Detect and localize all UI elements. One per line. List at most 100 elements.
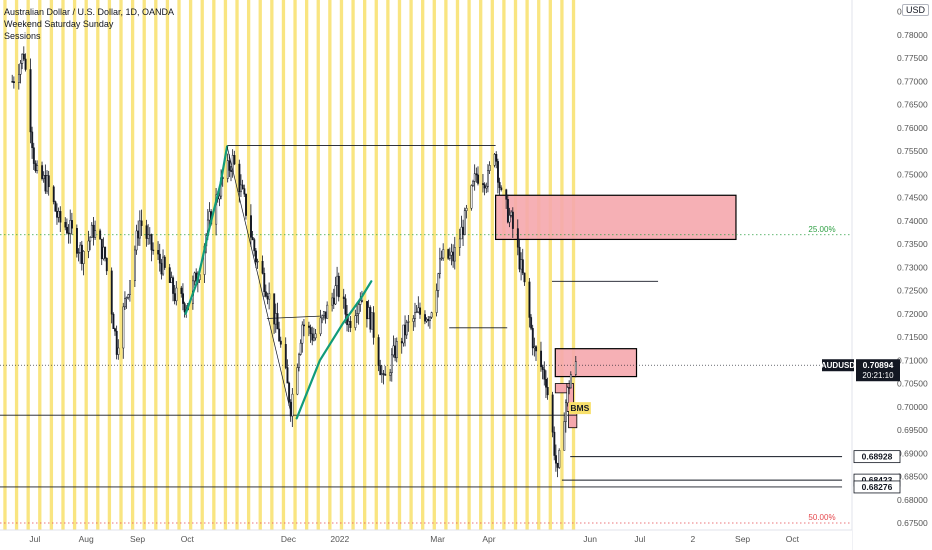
- candle-body: [24, 58, 27, 70]
- price-tick: 0.72000: [897, 309, 928, 319]
- price-tick: 0.68500: [897, 472, 928, 482]
- candle-body: [117, 347, 120, 355]
- pen-stroke: [295, 280, 373, 420]
- candle-body: [511, 211, 514, 229]
- candle-body: [193, 272, 196, 282]
- candle-body: [71, 220, 73, 229]
- candle-body: [256, 260, 259, 263]
- candle-body: [129, 280, 131, 295]
- candle-body: [460, 226, 463, 240]
- candle-body: [493, 154, 496, 166]
- candle-body: [356, 313, 359, 316]
- candle-body: [447, 249, 450, 259]
- weekend-band: [119, 0, 123, 530]
- price-tick: 0.73000: [897, 262, 928, 272]
- candle-body: [322, 311, 325, 316]
- candle-body: [240, 184, 243, 193]
- weekend-band: [502, 0, 506, 530]
- candle-body: [390, 354, 393, 373]
- candle-body: [172, 277, 175, 294]
- weekend-band: [560, 0, 564, 530]
- candle-body: [263, 273, 266, 292]
- weekend-band: [235, 0, 239, 530]
- candle-body: [442, 249, 445, 259]
- candle-body: [266, 296, 269, 300]
- candle-body: [424, 314, 426, 322]
- candle-body: [115, 330, 118, 355]
- candle-body: [450, 251, 453, 256]
- candle-body: [545, 379, 547, 388]
- weekend-band: [328, 0, 332, 530]
- weekend-band: [165, 0, 170, 530]
- indicator-weekend[interactable]: Weekend Saturday Sunday: [4, 19, 114, 29]
- candle-body: [319, 317, 322, 335]
- weekend-band: [270, 0, 274, 530]
- candle-body: [392, 345, 395, 356]
- candle-body: [152, 249, 155, 252]
- candle-body: [298, 354, 301, 368]
- candle-body: [382, 373, 385, 375]
- candle-body: [94, 230, 97, 238]
- candle-body: [208, 211, 211, 221]
- candle-body: [313, 337, 315, 341]
- candle-body: [417, 307, 420, 313]
- candle-body: [497, 161, 499, 183]
- level-price-tag: [853, 450, 901, 464]
- candle-body: [311, 333, 314, 341]
- weekend-band: [188, 0, 193, 530]
- candle-body: [361, 300, 364, 302]
- candle-body: [563, 421, 566, 451]
- candle-body: [520, 259, 523, 270]
- time-tick: Jun: [583, 534, 597, 544]
- candle-body: [331, 297, 334, 306]
- candle-body: [540, 350, 543, 368]
- currency-badge[interactable]: USD: [902, 4, 930, 16]
- candle-body: [105, 257, 108, 272]
- candle-body: [472, 181, 475, 186]
- candle-body: [140, 220, 143, 226]
- candle-body: [564, 402, 567, 422]
- candle-body: [134, 249, 136, 281]
- candle-body: [250, 215, 252, 238]
- symbol-title[interactable]: Australian Dollar / U.S. Dollar, 1D, OAN…: [4, 7, 175, 17]
- candle-body: [279, 340, 282, 345]
- weekend-band: [444, 0, 448, 530]
- candle-body: [99, 230, 102, 240]
- time-tick: Oct: [181, 534, 195, 544]
- candle-body: [414, 312, 417, 319]
- candle-body: [349, 320, 352, 328]
- candle-body: [19, 63, 22, 75]
- candle-body: [558, 450, 561, 468]
- candle-body: [29, 69, 32, 133]
- candle-body: [505, 189, 508, 200]
- price-tick: 0.74500: [897, 193, 928, 203]
- candle-body: [160, 262, 163, 275]
- candle-body: [56, 210, 59, 218]
- fib-label: 50.00%: [808, 513, 835, 522]
- supply-zone: [495, 194, 737, 241]
- drawings: BMS: [184, 145, 591, 420]
- weekend-band: [316, 0, 320, 530]
- candle-body: [82, 251, 85, 264]
- price-tick: 0.69000: [897, 448, 928, 458]
- price-tick: 0.76500: [897, 100, 928, 110]
- candle-body: [122, 306, 125, 349]
- candle-body: [430, 312, 433, 318]
- candle-body: [218, 195, 221, 200]
- candle-body: [168, 267, 171, 283]
- price-tick: 0.70000: [897, 402, 928, 412]
- weekend-band: [223, 0, 228, 530]
- candle-body: [541, 366, 544, 370]
- candle-body: [289, 401, 292, 417]
- candle-body: [332, 297, 335, 305]
- weekend-band: [537, 0, 541, 530]
- candle-body: [405, 322, 408, 336]
- weekend-band: [571, 0, 576, 530]
- weekend-band: [455, 0, 460, 530]
- candle-body: [145, 225, 148, 239]
- candle-body: [137, 230, 140, 239]
- indicator-sessions[interactable]: Sessions: [4, 31, 41, 41]
- time-tick: Apr: [482, 534, 495, 544]
- candle-body: [487, 170, 489, 187]
